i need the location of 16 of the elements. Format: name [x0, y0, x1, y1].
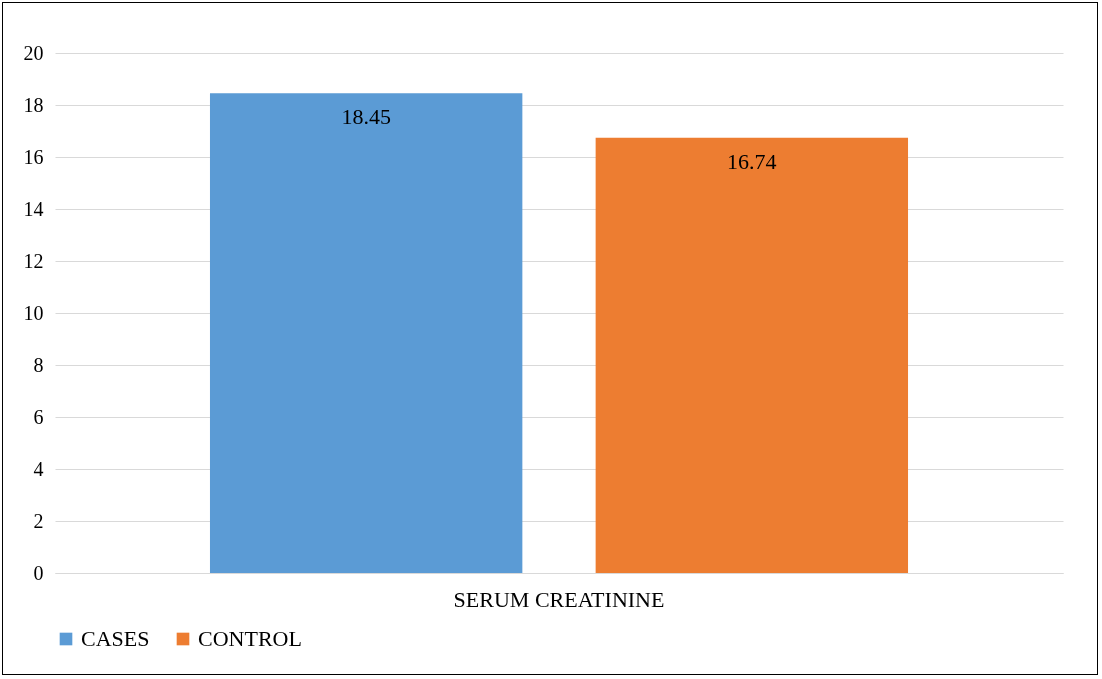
y-tick-label: 4: [33, 457, 44, 480]
y-tick-label: 6: [33, 405, 44, 428]
y-tick-label: 0: [33, 561, 44, 584]
legend-label: CASES: [81, 626, 150, 651]
legend-label: CONTROL: [198, 626, 302, 651]
y-tick-label: 2: [33, 509, 44, 532]
data-label: 16.74: [727, 148, 777, 174]
y-tick-label: 12: [23, 249, 44, 272]
y-tick-label: 16: [23, 145, 44, 168]
y-tick-label: 18: [23, 93, 44, 116]
y-tick-label: 14: [23, 197, 44, 220]
x-tick-label: SERUM CREATININE: [453, 586, 665, 612]
data-label: 18.45: [341, 104, 391, 130]
y-tick-label: 8: [33, 353, 44, 376]
y-tick-label: 20: [23, 41, 44, 64]
y-tick-label: 10: [23, 301, 44, 324]
